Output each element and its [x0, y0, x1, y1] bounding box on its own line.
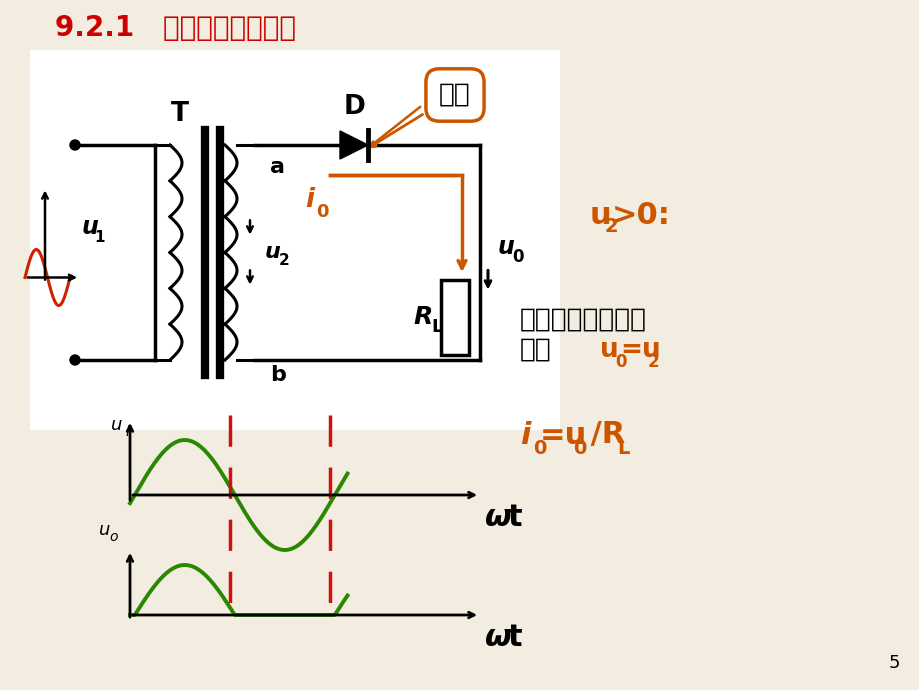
- Text: u: u: [599, 337, 618, 363]
- Text: 2: 2: [647, 353, 659, 371]
- Text: 0: 0: [315, 203, 328, 221]
- Text: u: u: [110, 416, 122, 434]
- Text: 1: 1: [95, 230, 105, 245]
- Text: u: u: [497, 235, 515, 259]
- Text: u: u: [265, 242, 280, 262]
- Text: t: t: [507, 502, 522, 531]
- Text: t: t: [507, 622, 522, 651]
- Text: i: i: [125, 425, 129, 439]
- Text: u: u: [589, 201, 611, 230]
- Text: i: i: [305, 187, 314, 213]
- Text: 0: 0: [614, 353, 626, 371]
- Text: L: L: [617, 439, 629, 457]
- Text: 降：: 降：: [519, 337, 551, 363]
- Text: b: b: [269, 365, 286, 385]
- Text: 2: 2: [278, 253, 289, 268]
- Circle shape: [70, 355, 80, 365]
- Text: >0:: >0:: [611, 201, 670, 230]
- Circle shape: [70, 140, 80, 150]
- Text: /R: /R: [579, 420, 625, 449]
- Text: 0: 0: [532, 439, 546, 457]
- Text: i: i: [519, 420, 530, 449]
- Polygon shape: [340, 131, 368, 159]
- Text: 0: 0: [573, 439, 585, 457]
- Text: 0: 0: [512, 248, 523, 266]
- Text: 9.2.1   单相半波整流电路: 9.2.1 单相半波整流电路: [55, 14, 296, 42]
- Bar: [30, 50, 560, 430]
- Text: =u: =u: [539, 420, 586, 449]
- Text: ω: ω: [484, 502, 511, 531]
- Text: 5: 5: [888, 654, 899, 672]
- Text: 忽略二极管正向压: 忽略二极管正向压: [519, 307, 646, 333]
- Text: o: o: [109, 530, 118, 544]
- Text: L: L: [431, 319, 443, 337]
- Text: 导通: 导通: [438, 82, 471, 108]
- Text: =u: =u: [619, 337, 660, 363]
- Bar: [440, 280, 469, 355]
- Text: 2: 2: [605, 217, 618, 237]
- Text: D: D: [344, 94, 366, 120]
- Text: u: u: [82, 215, 98, 239]
- Text: T: T: [171, 101, 188, 127]
- Text: R: R: [414, 306, 433, 330]
- Text: a: a: [269, 157, 285, 177]
- Text: ω: ω: [484, 622, 511, 651]
- Text: u: u: [98, 521, 110, 539]
